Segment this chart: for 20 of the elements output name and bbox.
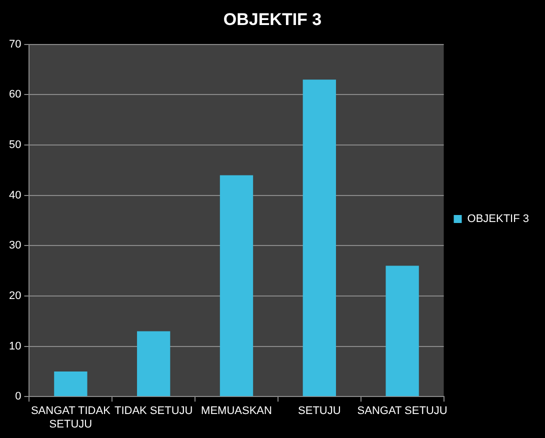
bar (137, 331, 170, 396)
y-tick-label: 60 (8, 88, 22, 101)
chart-title: OBJEKTIF 3 (223, 10, 322, 29)
x-tick-label: MEMUASKAN (201, 405, 272, 418)
y-tick-label: 70 (8, 38, 22, 50)
x-tick-label: TIDAK SETUJU (114, 405, 193, 418)
legend-label: OBJEKTIF 3 (467, 213, 530, 226)
y-tick-label: 0 (15, 390, 22, 403)
x-tick-label: SANGAT SETUJU (357, 405, 448, 418)
y-tick-label: 30 (8, 240, 22, 252)
bar (302, 80, 336, 396)
bar (54, 371, 88, 396)
y-tick-label: 40 (8, 189, 22, 202)
y-tick-label: 10 (8, 340, 22, 352)
bar (220, 175, 254, 396)
y-tick-label: 50 (8, 139, 22, 152)
x-tick-label: SETUJU (298, 405, 341, 418)
x-tick-label: SANGAT TIDAK SETUJU (30, 405, 112, 430)
y-tick-label: 20 (8, 290, 22, 302)
bar (386, 266, 419, 396)
